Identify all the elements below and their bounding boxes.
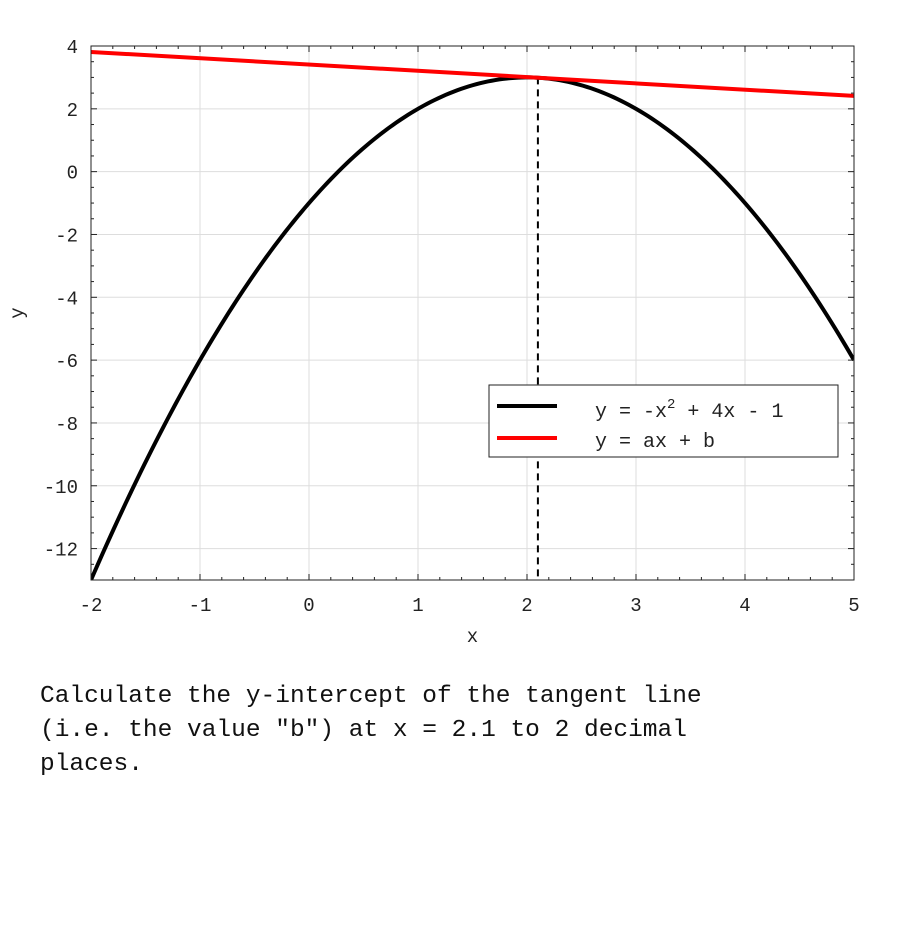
x-tick-label: 3 — [630, 595, 641, 617]
y-tick-label: -6 — [55, 351, 78, 373]
y-tick-label: -12 — [44, 540, 78, 562]
y-tick-label: 2 — [67, 100, 78, 122]
x-tick-label: 2 — [521, 595, 532, 617]
x-tick-label: 5 — [848, 595, 859, 617]
axis-ticks — [90, 45, 855, 581]
parabola-series-line — [91, 75, 854, 580]
question-text: Calculate the y-intercept of the tangent… — [40, 683, 702, 778]
x-tick-label: -1 — [189, 595, 212, 617]
y-tick-label: -8 — [55, 414, 78, 436]
y-axis-label: y — [7, 307, 29, 318]
plot-area — [91, 49, 854, 580]
x-tick-label: 1 — [412, 595, 423, 617]
y-tick-label: -4 — [55, 288, 78, 310]
plot-frame — [90, 45, 855, 581]
x-tick-label: -2 — [80, 595, 103, 617]
legend-label-tangent: y = ax + b — [595, 431, 715, 454]
legend-box — [488, 384, 839, 458]
legend-label-parabola-rest: + 4x - 1 — [675, 401, 783, 424]
x-tick-label: 0 — [303, 595, 314, 617]
y-tick-label: -10 — [44, 477, 78, 499]
x-tick-label: 4 — [739, 595, 750, 617]
legend: y = -x2 + 4x - 1 y = ax + b — [488, 384, 839, 458]
y-tick-label: -2 — [55, 225, 78, 247]
grid — [90, 45, 855, 580]
y-tick-label: 0 — [67, 163, 78, 185]
y-tick-label: 4 — [67, 37, 78, 59]
legend-label-parabola-sup: 2 — [667, 397, 675, 413]
legend-label-parabola-base: y = -x — [595, 401, 667, 424]
legend-label-parabola: y = -x2 + 4x - 1 — [595, 397, 783, 424]
tangent-series-line — [91, 49, 854, 98]
x-axis-label: x — [467, 626, 478, 648]
